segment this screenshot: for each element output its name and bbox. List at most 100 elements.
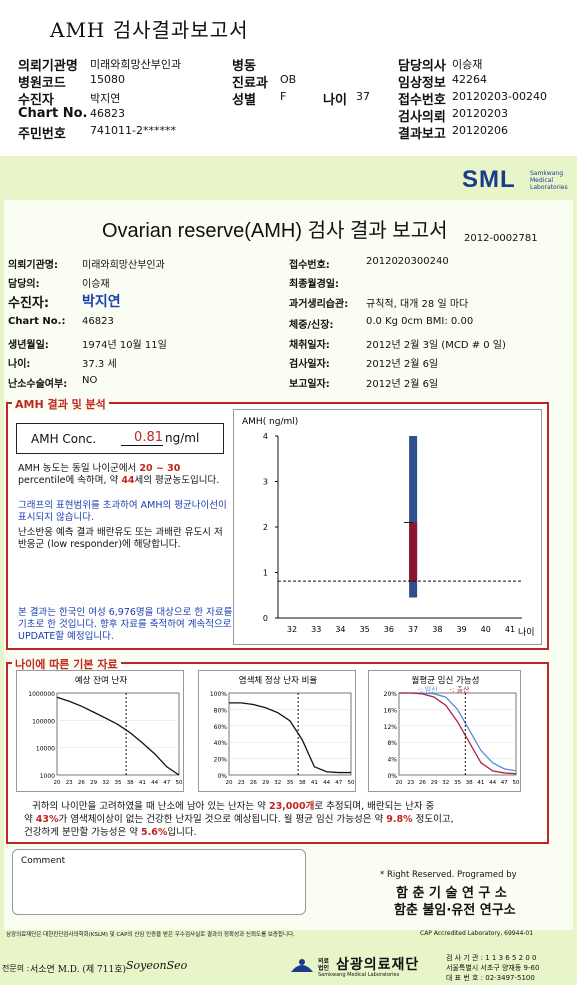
chart-y-tick-label: 20% [384, 691, 398, 698]
chart-y-tick-label: 0% [387, 773, 397, 780]
comment-label: Comment [21, 856, 66, 866]
chart-x-tick-label: 41 [139, 780, 146, 786]
chart-plot-area [398, 692, 517, 776]
chart-x-tick-label: 26 [419, 780, 426, 786]
chart-x-tick-label: 41 [477, 780, 484, 786]
header-label: 성별 [232, 93, 256, 108]
patient-field-label: 의뢰기관명: [8, 260, 58, 271]
chart-y-tick-label: 100% [210, 691, 227, 698]
header-value: 741011-2****** [90, 124, 176, 137]
chart-legend-pregnancy: -: 임신 [418, 685, 438, 694]
egg-chart-frame: 예상 잔여 난자 1000000 100000 10000 1000 20 23 26 29 32… [16, 670, 184, 792]
chart-x-tick-label: 35 [115, 780, 122, 786]
patient-field-value: 37.3 세 [82, 359, 117, 370]
chart-y-tick-label: 10000 [36, 746, 55, 753]
chart-x-tick-label: 20 [396, 780, 403, 786]
chart-x-tick-label: 32 [102, 780, 109, 786]
report-field-value: 2012년 2월 3일 (MCD # 0 일) [366, 340, 506, 351]
doctor-label: 전문의 : [2, 964, 30, 973]
chart-x-tick-label: 20 [54, 780, 61, 786]
chart-y-tick-label: 16% [384, 707, 398, 714]
chart-x-tick-label: 47 [335, 780, 342, 786]
chart-x-tick-label: 32 [442, 780, 449, 786]
amh-chart-frame: AMH( ng/ml) 0 1 2 3 4 32 33 34 35 36 37 38 39 40 41 나이 [233, 409, 542, 645]
chart-y-tick-label: 1000 [40, 773, 55, 780]
patient-field-value: 이승재 [82, 279, 110, 290]
chart-plot-area [56, 692, 180, 776]
header-label: 의뢰기관명 [18, 59, 78, 74]
chart-y-tick-label: 40% [214, 740, 228, 747]
amh-conc-value: 0.81 [121, 430, 163, 446]
chart-x-tick-label: 20 [226, 780, 233, 786]
report-field-label: 보고일자: [289, 379, 330, 390]
lab-tel: 대 표 번 호 : 02-3497-5100 [446, 974, 535, 982]
amh-section-title: AMH 결과 및 분석 [12, 396, 109, 412]
lab-address: 서울특별시 서초구 양재동 9-60 [446, 964, 540, 972]
header-label: Chart No. [18, 106, 88, 121]
header-label: 검사의뢰 [398, 110, 446, 125]
header-label: 주민번호 [18, 127, 66, 142]
header-value: 미래와희망산부인과 [90, 58, 182, 71]
header-label: 결과보고 [398, 127, 446, 142]
chart-x-tick-label: 50 [513, 780, 520, 786]
chart-y-tick-label: 80% [214, 707, 228, 714]
report-field-label: 체중/신장: [289, 320, 334, 331]
report-field-label: 과거생리습관: [289, 299, 349, 310]
chart-x-tick-label: 50 [348, 780, 355, 786]
chart-y-tick-label: 4% [387, 757, 397, 764]
amh-conc-unit: ng/ml [165, 431, 200, 445]
amh-responder-text: 난소반응 예측 결과 배란유도 또는 과배란 유도시 저반응군 (low res… [18, 527, 223, 550]
chart-x-tick-label: 26 [78, 780, 85, 786]
report-field-label: 접수번호: [289, 260, 330, 271]
chart-y-tick-label: 100000 [32, 718, 55, 725]
normal-egg-ratio-chart: 염색체 정상 난자 비율 100% 80% 60% 40% 20% 0%20 23 26 29 32… [210, 675, 355, 786]
sml-logo-subtitle: Samkwang Medical Laboratories [530, 170, 568, 191]
patient-field-value: 46823 [82, 316, 114, 327]
amh-y-tick-label: 4 [263, 432, 268, 441]
chart-title: 예상 잔여 난자 [75, 675, 128, 686]
header-label: 병동 [232, 59, 256, 74]
chart-x-tick-label: 35 [454, 780, 461, 786]
amh-x-tick-label: 41 [505, 625, 515, 634]
report-title: Ovarian reserve(AMH) 검사 결과 보고서 [102, 220, 448, 242]
header-value: OB [280, 73, 297, 86]
header-label: 진료과 [232, 76, 268, 91]
chart-x-tick-label: 23 [407, 780, 414, 786]
report-field-label: 검사일자: [289, 359, 330, 370]
chart-x-tick-label: 29 [262, 780, 269, 786]
header-value: F [280, 90, 287, 103]
document-number: 2012-0002781 [464, 233, 538, 244]
report-field-value: 2012020300240 [366, 256, 449, 267]
report-field-value: 규칙적, 대개 28 일 마다 [366, 299, 469, 310]
amh-x-tick-label: 32 [287, 625, 297, 634]
chart-x-tick-label: 44 [489, 780, 496, 786]
chart-x-tick-label: 47 [163, 780, 170, 786]
org-name-en: Samkwang Medical Laboratories [318, 972, 400, 978]
chart-series-line [399, 692, 517, 775]
report-field-label: 최종월경일: [289, 279, 339, 290]
chart-y-tick-label: 12% [384, 724, 398, 731]
chart-x-tick-label: 32 [274, 780, 281, 786]
header-value: 46823 [90, 107, 125, 120]
lab-name-1: 함 춘 기 술 연 구 소 [396, 886, 507, 901]
samkwang-logo-icon [291, 959, 313, 972]
amh-x-tick-label: 40 [481, 625, 491, 634]
chart-title: 염색체 정상 난자 비율 [239, 675, 318, 686]
lab-name-2: 함춘 불임·유전 연구소 [394, 903, 516, 918]
chart-x-tick-label: 35 [287, 780, 294, 786]
amh-box-bar [409, 522, 418, 582]
chart-x-tick-label: 38 [466, 780, 473, 786]
amh-data-note: 본 결과는 한국인 여성 6,976명을 대상으로 한 자료를 기초로 한 것입… [18, 607, 233, 642]
report-header-title: AMH 검사결과보고서 [50, 18, 249, 42]
patient-field-label: 수진자: [8, 296, 50, 311]
header-label: 임상정보 [398, 76, 446, 91]
header-label: 병원코드 [18, 76, 66, 91]
basic-summary: 귀하의 나이만을 고려하였을 때 난소에 남아 있는 난자는 약 23,000개… [24, 801, 454, 838]
amh-x-tick-label: 38 [432, 625, 442, 634]
patient-field-label: 나이: [8, 359, 31, 370]
amh-y-tick-label: 0 [263, 614, 268, 623]
header-label: 담당의사 [398, 59, 446, 74]
chart-x-tick-label: 29 [90, 780, 97, 786]
patient-field-label: 난소수술여부: [8, 379, 68, 390]
chart-legend-birth: -: 출산 [450, 685, 471, 694]
